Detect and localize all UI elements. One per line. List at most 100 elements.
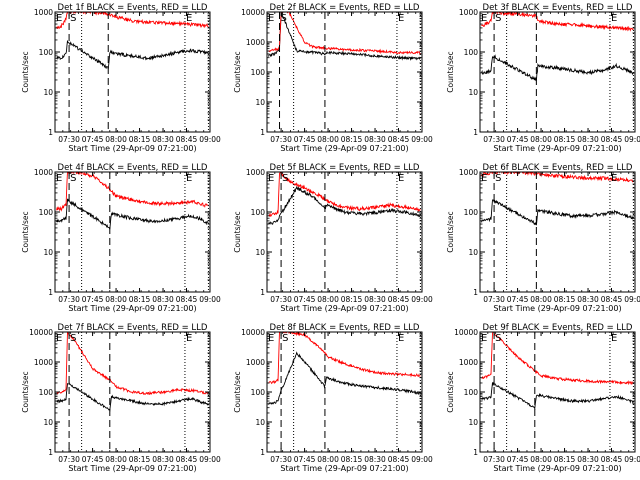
time-marker-label: E — [398, 333, 404, 344]
plot-frame — [479, 11, 636, 133]
y-tick-label: 1000 — [246, 38, 265, 47]
y-tick-label: 1000 — [459, 358, 478, 367]
time-marker-label: S — [495, 333, 501, 344]
y-tick-label: 100 — [251, 208, 266, 217]
panel-title: Det 8f BLACK = Events, RED = LLD — [270, 323, 420, 333]
y-axis-label: Counts/sec — [21, 211, 30, 252]
x-tick-label: 08:45 — [388, 295, 410, 304]
x-tick-label: 07:45 — [294, 295, 316, 304]
series-line-events — [268, 351, 421, 405]
time-marker-label: E — [481, 13, 487, 24]
x-tick-label: 08:30 — [577, 135, 599, 144]
x-tick-label: 09:00 — [411, 455, 433, 464]
series-line-lld — [481, 332, 634, 386]
y-tick-label: 1 — [260, 448, 265, 457]
time-marker-label: E — [186, 333, 192, 344]
x-tick-label: 09:00 — [199, 135, 221, 144]
x-tick-label: 08:30 — [364, 295, 386, 304]
plot-frame — [54, 171, 211, 293]
time-marker-label: E — [56, 13, 62, 24]
y-tick-label: 10000 — [454, 328, 478, 337]
x-tick-label: 09:00 — [624, 135, 640, 144]
y-tick-label: 10000 — [29, 328, 53, 337]
x-axis-label: Start Time (29-Apr-09 07:21:00) — [493, 144, 621, 153]
y-axis-label: Counts/sec — [233, 371, 242, 412]
panel-title: Det 4f BLACK = Events, RED = LLD — [58, 163, 208, 173]
time-marker-label: E — [268, 13, 274, 24]
y-tick-label: 100 — [251, 388, 266, 397]
x-tick-label: 07:30 — [483, 455, 505, 464]
x-axis-label: Start Time (29-Apr-09 07:21:00) — [68, 144, 196, 153]
y-axis-label: Counts/sec — [21, 371, 30, 412]
y-tick-label: 1 — [260, 288, 265, 297]
time-marker-label: S — [495, 173, 501, 184]
series-line-events — [56, 382, 209, 412]
y-tick-label: 1 — [48, 448, 53, 457]
x-tick-label: 08:30 — [577, 455, 599, 464]
series-line-events — [268, 185, 421, 225]
panel-title: Det 3f BLACK = Events, RED = LLD — [483, 3, 633, 13]
panel-title: Det 2f BLACK = Events, RED = LLD — [270, 3, 420, 13]
series-line-events — [56, 40, 209, 70]
y-axis-label: Counts/sec — [233, 211, 242, 252]
x-tick-label: 08:00 — [105, 295, 127, 304]
x-tick-label: 08:00 — [317, 455, 339, 464]
x-tick-label: 08:15 — [129, 135, 151, 144]
time-marker-label: E — [611, 13, 617, 24]
y-tick-label: 100 — [464, 48, 479, 57]
x-tick-label: 08:15 — [341, 295, 363, 304]
y-tick-label: 10000 — [241, 328, 265, 337]
time-marker-label: E — [56, 333, 62, 344]
y-tick-label: 1000 — [246, 358, 265, 367]
y-tick-label: 100 — [464, 388, 479, 397]
y-tick-label: 10 — [255, 248, 265, 257]
time-marker-label: E — [611, 173, 617, 184]
y-tick-label: 10 — [468, 248, 478, 257]
y-axis-label: Counts/sec — [21, 51, 30, 92]
x-tick-label: 08:45 — [601, 295, 623, 304]
panel-title: Det 6f BLACK = Events, RED = LLD — [483, 163, 633, 173]
x-tick-label: 08:30 — [152, 295, 174, 304]
x-tick-label: 09:00 — [411, 295, 433, 304]
y-tick-label: 1 — [48, 288, 53, 297]
x-axis-label: Start Time (29-Apr-09 07:21:00) — [493, 304, 621, 313]
y-tick-label: 10 — [468, 418, 478, 427]
x-tick-label: 09:00 — [624, 455, 640, 464]
y-tick-label: 1000 — [459, 8, 478, 17]
x-axis-label: Start Time (29-Apr-09 07:21:00) — [280, 144, 408, 153]
series-group — [268, 332, 421, 405]
y-tick-label: 100 — [39, 208, 54, 217]
series-line-events — [481, 381, 634, 410]
x-axis-label: Start Time (29-Apr-09 07:21:00) — [68, 464, 196, 473]
x-axis-label: Start Time (29-Apr-09 07:21:00) — [280, 464, 408, 473]
x-tick-label: 07:30 — [58, 455, 80, 464]
y-tick-label: 10 — [43, 248, 53, 257]
y-tick-label: 100 — [39, 48, 54, 57]
y-tick-label: 1000 — [246, 168, 265, 177]
panel-title: Det 5f BLACK = Events, RED = LLD — [270, 163, 420, 173]
y-tick-label: 10 — [255, 418, 265, 427]
x-tick-label: 08:15 — [341, 135, 363, 144]
x-tick-label: 07:45 — [82, 295, 104, 304]
y-axis-label: Counts/sec — [446, 51, 455, 92]
x-axis-label: Start Time (29-Apr-09 07:21:00) — [493, 464, 621, 473]
x-tick-label: 08:45 — [176, 295, 198, 304]
x-tick-label: 08:15 — [554, 295, 576, 304]
x-tick-label: 08:15 — [341, 455, 363, 464]
x-tick-label: 08:30 — [577, 295, 599, 304]
x-tick-label: 08:45 — [176, 455, 198, 464]
x-tick-label: 07:30 — [483, 295, 505, 304]
time-marker-label: S — [70, 173, 76, 184]
panel-title: Det 9f BLACK = Events, RED = LLD — [483, 323, 633, 333]
series-line-events — [481, 199, 634, 226]
x-tick-label: 07:30 — [270, 455, 292, 464]
y-axis-label: Counts/sec — [446, 211, 455, 252]
series-line-lld — [56, 12, 209, 29]
x-tick-label: 07:30 — [270, 295, 292, 304]
time-marker-label: E — [481, 333, 487, 344]
time-marker-label: S — [282, 333, 288, 344]
